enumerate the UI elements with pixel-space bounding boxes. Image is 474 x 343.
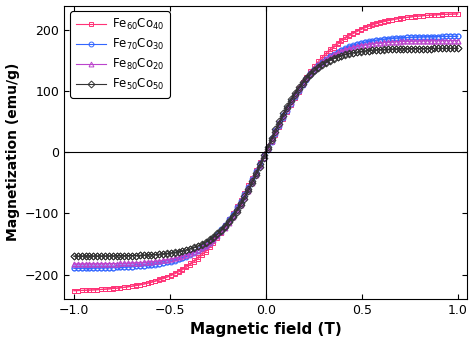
Fe$_{70}$Co$_{30}$: [436, 35, 441, 39]
Legend: Fe$_{60}$Co$_{40}$, Fe$_{70}$Co$_{30}$, Fe$_{80}$Co$_{20}$, Fe$_{50}$Co$_{50}$: Fe$_{60}$Co$_{40}$, Fe$_{70}$Co$_{30}$, …: [70, 11, 170, 98]
Fe$_{60}$Co$_{40}$: [71, 288, 77, 293]
X-axis label: Magnetic field (T): Magnetic field (T): [190, 322, 342, 338]
Fe$_{70}$Co$_{30}$: [424, 35, 429, 39]
Fe$_{50}$Co$_{50}$: [455, 46, 461, 50]
Fe$_{50}$Co$_{50}$: [160, 252, 166, 256]
Fe$_{80}$Co$_{20}$: [71, 262, 77, 266]
Line: Fe$_{80}$Co$_{20}$: Fe$_{80}$Co$_{20}$: [72, 38, 460, 267]
Fe$_{50}$Co$_{50}$: [145, 253, 150, 257]
Line: Fe$_{70}$Co$_{30}$: Fe$_{70}$Co$_{30}$: [72, 34, 460, 271]
Fe$_{60}$Co$_{40}$: [436, 13, 441, 17]
Fe$_{80}$Co$_{20}$: [269, 139, 274, 143]
Fe$_{70}$Co$_{30}$: [145, 263, 150, 268]
Fe$_{60}$Co$_{40}$: [269, 140, 274, 144]
Line: Fe$_{60}$Co$_{40}$: Fe$_{60}$Co$_{40}$: [72, 12, 460, 293]
Fe$_{80}$Co$_{20}$: [424, 39, 429, 43]
Fe$_{80}$Co$_{20}$: [145, 260, 150, 264]
Fe$_{60}$Co$_{40}$: [455, 12, 461, 16]
Fe$_{80}$Co$_{20}$: [455, 38, 461, 43]
Fe$_{70}$Co$_{30}$: [160, 261, 166, 265]
Fe$_{50}$Co$_{50}$: [436, 46, 441, 50]
Fe$_{70}$Co$_{30}$: [71, 266, 77, 270]
Y-axis label: Magnetization (emu/g): Magnetization (emu/g): [6, 63, 19, 241]
Fe$_{80}$Co$_{20}$: [300, 81, 305, 85]
Fe$_{50}$Co$_{50}$: [300, 82, 305, 86]
Line: Fe$_{50}$Co$_{50}$: Fe$_{50}$Co$_{50}$: [72, 46, 460, 259]
Fe$_{70}$Co$_{30}$: [300, 83, 305, 87]
Fe$_{60}$Co$_{40}$: [145, 281, 150, 285]
Fe$_{70}$Co$_{30}$: [269, 140, 274, 144]
Fe$_{50}$Co$_{50}$: [269, 138, 274, 142]
Fe$_{80}$Co$_{20}$: [160, 258, 166, 262]
Fe$_{50}$Co$_{50}$: [424, 47, 429, 51]
Fe$_{60}$Co$_{40}$: [160, 277, 166, 281]
Fe$_{80}$Co$_{20}$: [436, 39, 441, 43]
Fe$_{60}$Co$_{40}$: [424, 13, 429, 17]
Fe$_{50}$Co$_{50}$: [71, 254, 77, 258]
Fe$_{70}$Co$_{30}$: [455, 34, 461, 38]
Fe$_{60}$Co$_{40}$: [300, 83, 305, 87]
